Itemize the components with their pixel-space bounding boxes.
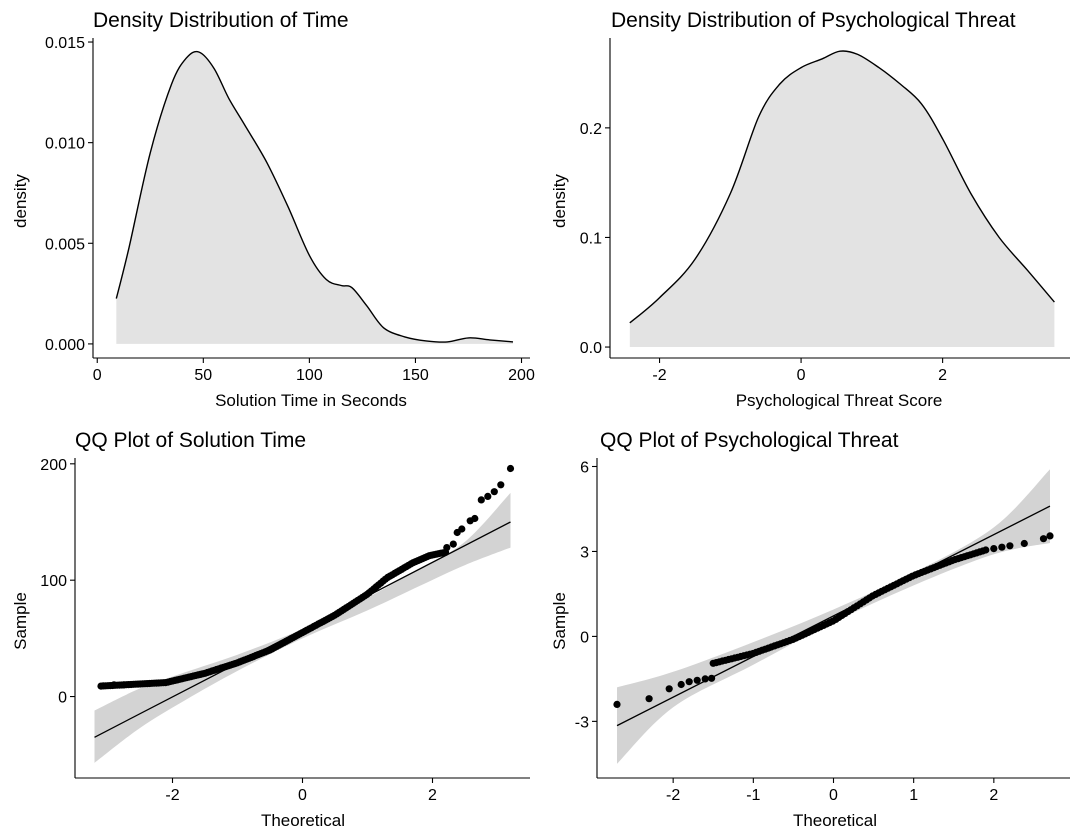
x-tick-label: 0 [93, 367, 102, 384]
y-tick-label: 6 [580, 459, 589, 476]
x-tick-label: 2 [938, 367, 947, 384]
y-tick-label: -3 [575, 714, 589, 731]
y-axis-label: density [550, 174, 569, 228]
y-tick-label: 0.015 [45, 35, 85, 52]
x-tick-label: 0 [298, 787, 307, 804]
panel-title: QQ Plot of Solution Time [75, 429, 306, 452]
reference-line [616, 505, 1051, 727]
density-area [629, 50, 1055, 348]
data-point [1039, 535, 1048, 543]
data-point [443, 544, 451, 552]
y-axis-label: density [11, 174, 30, 228]
x-tick-label: 1 [909, 787, 918, 804]
x-tick-label: 50 [194, 367, 212, 384]
y-tick-label: 0 [58, 690, 67, 707]
data-point [458, 525, 466, 533]
y-axis-label: Sample [11, 592, 30, 650]
data-point [484, 492, 492, 500]
data-point [1020, 539, 1028, 548]
data-point [990, 545, 998, 553]
y-tick-label: 0.000 [45, 337, 85, 354]
y-tick-label: 0 [580, 629, 589, 646]
x-axis-label: Theoretical [261, 811, 345, 830]
x-tick-label: 2 [428, 787, 437, 804]
data-point [471, 514, 479, 523]
data-point [110, 681, 118, 689]
x-axis-label: Theoretical [793, 811, 877, 830]
data-point [708, 674, 716, 682]
panel-qq-threat: QQ Plot of Psychological Threat Theoreti… [550, 429, 1070, 830]
y-tick-label: 100 [40, 573, 67, 590]
data-point [701, 675, 709, 683]
x-tick-label: 2 [989, 787, 998, 804]
confidence-band [94, 492, 511, 763]
x-tick-label: -1 [746, 787, 760, 804]
x-tick-label: -2 [165, 787, 179, 804]
y-tick-label: 0.1 [580, 230, 602, 247]
panel-density-time: Density Distribution of Time Solution Ti… [11, 9, 535, 410]
data-point [998, 543, 1006, 551]
data-point [490, 488, 498, 496]
x-tick-label: 0 [829, 787, 838, 804]
data-point [1006, 542, 1014, 550]
density-curve [629, 50, 1055, 324]
x-tick-label: -2 [652, 367, 666, 384]
data-point [613, 700, 621, 709]
x-tick-label: 0 [797, 367, 806, 384]
y-axis-label: Sample [550, 592, 569, 650]
x-axis-label: Psychological Threat Score [736, 391, 943, 410]
data-point [693, 676, 701, 684]
y-tick-label: 0.010 [45, 136, 85, 153]
panel-qq-time: QQ Plot of Solution Time Theoretical Sam… [11, 429, 530, 830]
x-tick-label: -2 [666, 787, 680, 804]
density-curve [115, 50, 514, 343]
panel-title: QQ Plot of Psychological Threat [600, 429, 899, 452]
y-tick-label: 0.2 [580, 121, 602, 138]
data-point [506, 464, 515, 473]
x-axis-label: Solution Time in Seconds [215, 391, 407, 410]
y-tick-label: 0.0 [580, 340, 602, 357]
x-tick-label: 100 [296, 367, 323, 384]
data-point [497, 481, 505, 489]
y-tick-label: 0.005 [45, 236, 85, 253]
data-point [120, 681, 128, 689]
data-point [1046, 532, 1054, 540]
data-point [665, 685, 673, 693]
data-point [685, 678, 693, 686]
data-point [677, 680, 685, 689]
panel-title: Density Distribution of Time [93, 9, 349, 32]
x-tick-label: 150 [402, 367, 429, 384]
data-point [449, 540, 457, 548]
data-point [477, 496, 485, 504]
y-tick-label: 200 [40, 457, 67, 474]
x-tick-label: 200 [508, 367, 535, 384]
panel-title: Density Distribution of Psychological Th… [611, 9, 1016, 32]
data-point [982, 546, 990, 554]
density-area [116, 51, 514, 344]
y-tick-label: 3 [580, 544, 589, 561]
panel-density-threat: Density Distribution of Psychological Th… [550, 9, 1070, 410]
data-point [645, 695, 653, 703]
